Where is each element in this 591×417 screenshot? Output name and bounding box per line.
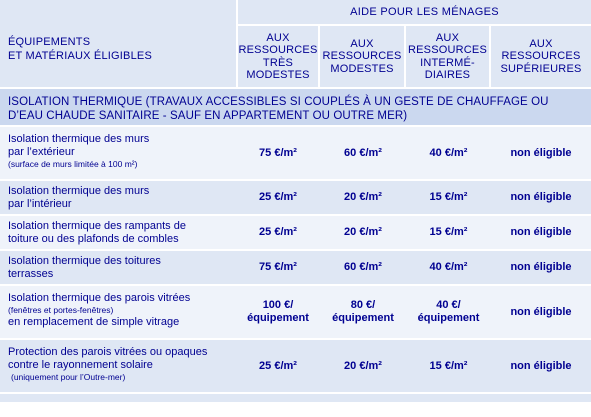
row-note: (surface de murs limitée à 100 m²): [8, 159, 138, 169]
row-divider: [0, 338, 591, 340]
equipment-header-line2: ET MATÉRIAUX ÉLIGIBLES: [8, 50, 152, 62]
row-divider: [0, 179, 591, 181]
value-superior: non éligible: [510, 359, 572, 372]
row-label-line1: Isolation thermique des murs: [8, 133, 150, 145]
col1-line3: TRÈS: [262, 56, 294, 69]
col2-line3: MODESTES: [330, 62, 394, 75]
col4-line3: SUPÉRIEURES: [500, 62, 582, 75]
row-label-line2: par l’intérieur: [8, 198, 72, 210]
row-label-line1: Isolation thermique des toitures: [8, 255, 161, 267]
row-label: Protection des parois vitrées ou opaques…: [0, 340, 236, 392]
row-divider: [0, 284, 591, 286]
col1-line4: MODESTES: [246, 69, 310, 81]
column-header-very-modest: AUX RESSOURCES TRÈS MODESTES: [238, 26, 318, 87]
table-row: Isolation thermique des parois vitrées (…: [0, 286, 591, 338]
row-label: Isolation thermique des murs par l’extér…: [0, 127, 236, 179]
col2-line1: AUX: [350, 37, 374, 50]
row-label-line2: en remplacement de simple vitrage: [8, 316, 180, 328]
col1-line2: RESSOURCES: [238, 44, 318, 56]
value-superior: non éligible: [510, 226, 572, 238]
row-label-line1: Protection des parois vitrées ou opaques: [8, 346, 208, 358]
value-line2: équipement: [247, 312, 309, 324]
value-intermediate: 40 €/équipement: [406, 286, 491, 338]
table-row: Isolation thermique des toitures terrass…: [0, 251, 591, 284]
col4-line1: AUX: [529, 37, 553, 50]
row-divider: [0, 392, 591, 394]
col3-line4: DIAIRES: [424, 69, 471, 81]
value-modest: 60 €/m²: [344, 146, 382, 159]
row-divider: [0, 249, 591, 251]
row-label-line1: Isolation thermique des rampants de: [8, 220, 186, 232]
value-intermediate: 40 €/m²: [429, 261, 468, 273]
value-very-modest: 100 €/équipement: [236, 286, 320, 338]
table-row: Protection des parois vitrées ou opaques…: [0, 340, 591, 392]
value-line1: 80 €/: [350, 299, 376, 311]
section-title-thermal-insulation: ISOLATION THERMIQUE (TRAVAUX ACCESSIBLES…: [0, 87, 591, 127]
value-very-modest: 75 €/m²: [259, 261, 297, 273]
value-very-modest: 25 €/m²: [259, 191, 297, 203]
row-label: Isolation thermique des rampants de toit…: [0, 216, 236, 249]
table-row: Isolation thermique des murs par l’intér…: [0, 181, 591, 214]
value-modest: 60 €/m²: [344, 261, 382, 273]
equipment-column-header: ÉQUIPEMENTS ET MATÉRIAUX ÉLIGIBLES: [0, 0, 236, 87]
table-row: Isolation thermique des rampants de toit…: [0, 216, 591, 249]
column-header-modest: AUX RESSOURCES MODESTES: [320, 26, 404, 87]
value-superior: non éligible: [510, 146, 572, 159]
column-header-intermediate: AUX RESSOURCES INTERMÉ- DIAIRES: [406, 26, 489, 87]
row-label: Isolation thermique des parois vitrées (…: [0, 286, 236, 338]
row-label: Isolation thermique des murs par l’intér…: [0, 181, 236, 214]
row-label-line1: Isolation thermique des murs: [8, 185, 150, 197]
value-modest: 20 €/m²: [344, 226, 382, 238]
equipment-header-line1: ÉQUIPEMENTS: [8, 36, 91, 48]
value-line2: équipement: [417, 312, 480, 324]
value-very-modest: 25 €/m²: [259, 226, 297, 238]
column-header-superior: AUX RESSOURCES SUPÉRIEURES: [491, 26, 591, 87]
value-modest: 80 €/équipement: [320, 286, 406, 338]
row-divider: [0, 214, 591, 216]
col3-line2: RESSOURCES: [407, 44, 488, 56]
col1-line1: AUX: [266, 31, 290, 44]
value-superior: non éligible: [510, 261, 572, 273]
value-intermediate: 15 €/m²: [429, 191, 468, 203]
table-header: ÉQUIPEMENTS ET MATÉRIAUX ÉLIGIBLES AIDE …: [0, 0, 591, 87]
col3-line1: AUX: [435, 31, 460, 44]
row-label-line2: contre le rayonnement solaire: [8, 359, 153, 371]
household-aid-group-header: AIDE POUR LES MÉNAGES: [238, 0, 591, 24]
value-intermediate: 15 €/m²: [429, 226, 468, 238]
col3-line3: INTERMÉ-: [420, 56, 475, 69]
value-superior: non éligible: [510, 191, 572, 203]
value-intermediate: 40 €/m²: [429, 146, 468, 159]
table-row: Isolation thermique des murs par l’extér…: [0, 127, 591, 179]
value-intermediate: 15 €/m²: [429, 359, 468, 372]
col4-line2: RESSOURCES: [501, 50, 581, 63]
value-very-modest: 75 €/m²: [259, 146, 297, 159]
row-note: (fenêtres et portes-fenêtres): [8, 305, 114, 315]
row-label: Isolation thermique des toitures terrass…: [0, 251, 236, 284]
row-label-line2: toiture ou des plafonds de combles: [8, 233, 179, 245]
row-label-line2: par l’extérieur: [8, 146, 75, 158]
col2-line2: RESSOURCES: [322, 50, 402, 63]
value-line1: 100 €/: [262, 299, 294, 311]
value-superior: non éligible: [510, 305, 572, 318]
section-title-line2: D’EAU CHAUDE SANITAIRE - SAUF EN APPARTE…: [8, 110, 408, 122]
value-line1: 40 €/: [436, 299, 461, 311]
table-bottom-edge: [0, 394, 591, 402]
row-label-line2: terrasses: [8, 268, 54, 280]
row-label-line1: Isolation thermique des parois vitrées: [8, 292, 191, 304]
value-modest: 20 €/m²: [344, 191, 382, 203]
row-note: (uniquement pour l’Outre-mer): [11, 372, 126, 382]
value-line2: équipement: [332, 312, 394, 324]
value-very-modest: 25 €/m²: [259, 359, 297, 372]
section-title-line1: ISOLATION THERMIQUE (TRAVAUX ACCESSIBLES…: [8, 96, 549, 108]
value-modest: 20 €/m²: [344, 359, 382, 372]
